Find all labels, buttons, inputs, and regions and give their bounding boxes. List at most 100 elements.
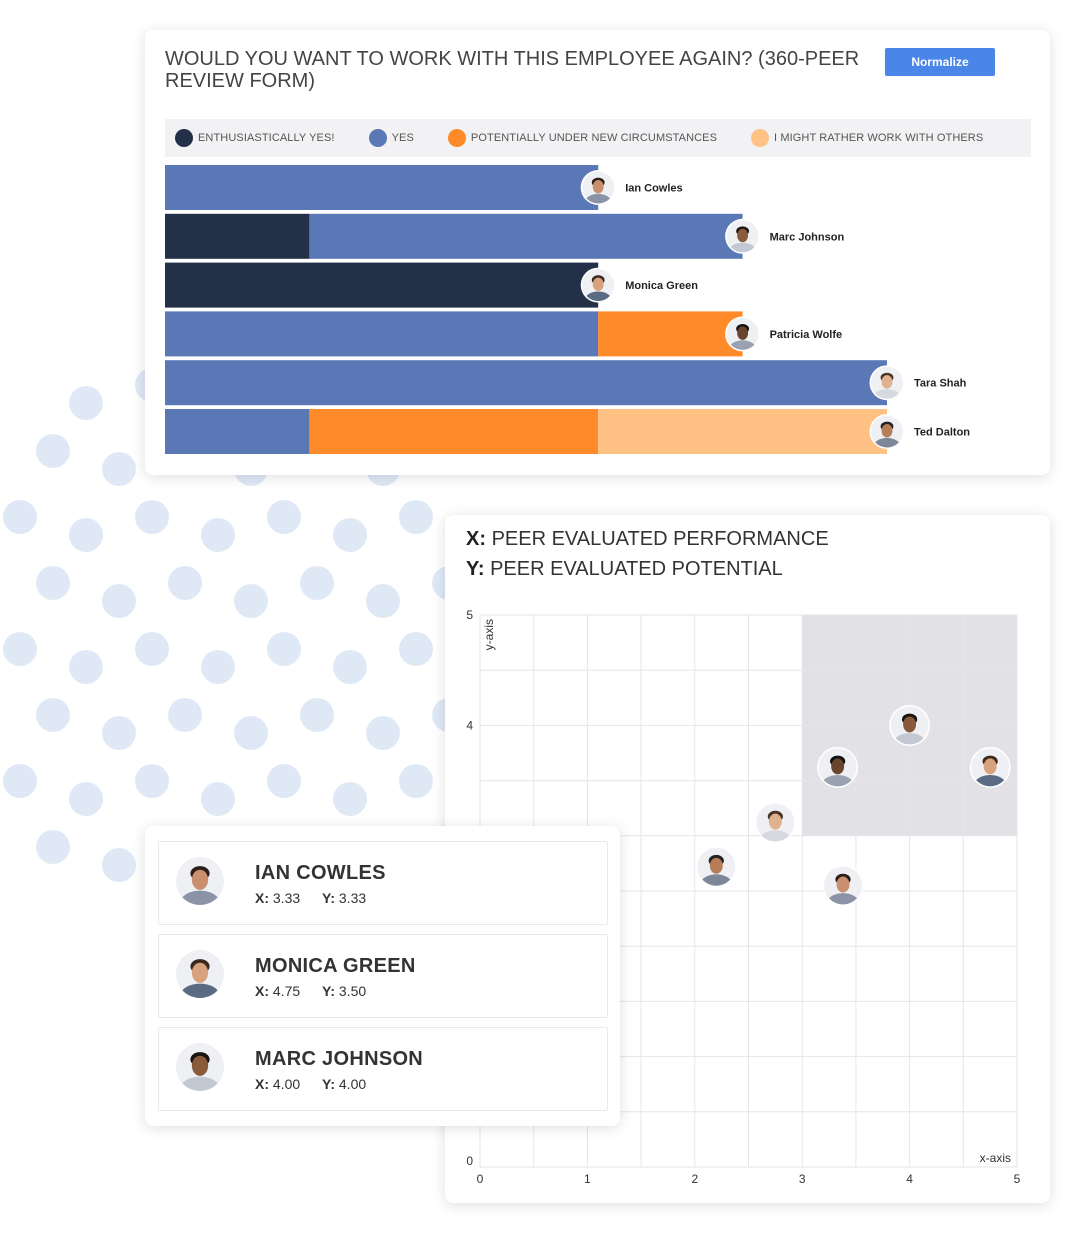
legend-item-rather-work-with-others[interactable]: I MIGHT RATHER WORK WITH OTHERS bbox=[751, 129, 983, 147]
legend-swatch bbox=[751, 129, 770, 147]
person-name: MONICA GREEN bbox=[255, 955, 416, 977]
bar-category-label: Monica Green bbox=[625, 280, 698, 292]
decorative-dot bbox=[168, 698, 202, 732]
legend-item-yes[interactable]: YES bbox=[368, 129, 414, 147]
avatar bbox=[175, 856, 225, 906]
decorative-dot bbox=[399, 500, 433, 534]
x-tick-label: 2 bbox=[691, 1172, 698, 1186]
decorative-dot bbox=[36, 434, 70, 468]
legend-item-enthusiastically-yes[interactable]: ENTHUSIASTICALLY YES! bbox=[175, 129, 335, 147]
legend-item-potentially[interactable]: POTENTIALLY UNDER NEW CIRCUMSTANCES bbox=[447, 129, 718, 147]
decorative-dot bbox=[69, 386, 103, 420]
bar-segment[interactable] bbox=[309, 409, 599, 454]
bar-segment[interactable] bbox=[165, 262, 599, 308]
bar-category-label: Ian Cowles bbox=[625, 183, 682, 195]
decorative-dot bbox=[333, 782, 367, 816]
bar-avatar-icon bbox=[580, 267, 616, 303]
x-tick-label: 1 bbox=[584, 1172, 591, 1186]
bar-avatar-icon bbox=[725, 316, 761, 352]
peer-review-bar-chart-card: Ian Cowles Marc Johnson Monica Green Patric… bbox=[145, 30, 1050, 475]
decorative-dot bbox=[267, 500, 301, 534]
scatter-point-avatar-icon bbox=[822, 864, 864, 906]
scatter-point-avatar-icon bbox=[695, 846, 737, 888]
person-avatar-icon bbox=[175, 949, 225, 999]
bar-category-label: Patricia Wolfe bbox=[770, 329, 843, 341]
x-tick-label: 4 bbox=[906, 1172, 913, 1186]
decorative-dot bbox=[300, 566, 334, 600]
avatar bbox=[175, 949, 225, 999]
decorative-dot bbox=[135, 764, 169, 798]
decorative-dot bbox=[267, 764, 301, 798]
bar-segment[interactable] bbox=[165, 165, 599, 210]
x-value: 3.33 bbox=[272, 890, 301, 906]
person-card-monica-green[interactable]: MONICA GREEN X: 4.75 Y: 3.50 bbox=[158, 934, 608, 1018]
person-name: MARC JOHNSON bbox=[255, 1048, 424, 1070]
x-label: X: bbox=[255, 1076, 269, 1092]
decorative-dot bbox=[234, 716, 268, 750]
person-coords: X: 3.33 Y: 3.33 bbox=[255, 890, 366, 906]
y-value: 3.50 bbox=[338, 983, 367, 999]
decorative-dot bbox=[36, 830, 70, 864]
person-card-marc-johnson[interactable]: MARC JOHNSON X: 4.00 Y: 4.00 bbox=[158, 1027, 608, 1111]
person-coords: X: 4.00 Y: 4.00 bbox=[255, 1076, 366, 1092]
decorative-dot bbox=[3, 500, 37, 534]
decorative-dot bbox=[69, 782, 103, 816]
bar-segment[interactable] bbox=[598, 409, 887, 454]
legend-label: ENTHUSIASTICALLY YES! bbox=[198, 132, 335, 144]
decorative-dot bbox=[234, 584, 268, 618]
decorative-dot bbox=[135, 632, 169, 666]
y-tick-label: 0 bbox=[466, 1154, 473, 1168]
x-axis-heading: X: PEER EVALUATED PERFORMANCE bbox=[466, 528, 829, 551]
y-axis-heading: Y: PEER EVALUATED POTENTIAL bbox=[466, 558, 783, 581]
legend-label: I MIGHT RATHER WORK WITH OTHERS bbox=[774, 132, 984, 144]
person-avatar-icon bbox=[175, 1042, 225, 1092]
bar-avatar-icon bbox=[725, 218, 761, 254]
chart-legend: ENTHUSIASTICALLY YES! YES POTENTIALLY UN… bbox=[165, 119, 1031, 157]
bar-avatar-icon bbox=[869, 414, 905, 449]
x-label: X: bbox=[255, 890, 269, 906]
bar-segment[interactable] bbox=[598, 311, 743, 357]
legend-swatch bbox=[368, 129, 387, 147]
person-card-ian-cowles[interactable]: IAN COWLES X: 3.33 Y: 3.33 bbox=[158, 841, 608, 925]
stacked-bar-chart: Ian Cowles Marc Johnson Monica Green Patric… bbox=[165, 165, 970, 454]
legend-label: YES bbox=[391, 132, 414, 144]
y-value: 3.33 bbox=[338, 890, 367, 906]
person-name: IAN COWLES bbox=[255, 862, 386, 884]
person-avatar-icon bbox=[175, 856, 225, 906]
scatter-point-avatar-icon bbox=[754, 802, 796, 844]
bar-category-label: Marc Johnson bbox=[770, 231, 845, 243]
bar-segment[interactable] bbox=[165, 360, 887, 406]
bar-segment[interactable] bbox=[309, 213, 743, 259]
x-prefix: X: bbox=[466, 528, 486, 550]
decorative-dot bbox=[333, 650, 367, 684]
avatar bbox=[175, 1042, 225, 1092]
x-label: X: bbox=[255, 983, 269, 999]
y-axis-label: y-axis bbox=[482, 619, 496, 650]
decorative-dot bbox=[399, 764, 433, 798]
normalize-button[interactable]: Normalize bbox=[885, 48, 995, 76]
x-tick-label: 0 bbox=[477, 1172, 484, 1186]
decorative-dot bbox=[102, 848, 136, 882]
legend-swatch bbox=[175, 129, 193, 147]
bar-avatar-icon bbox=[580, 170, 616, 205]
y-label: Y: bbox=[322, 1076, 335, 1092]
bar-segment[interactable] bbox=[165, 409, 310, 454]
legend-swatch bbox=[447, 129, 466, 147]
decorative-dot bbox=[102, 716, 136, 750]
decorative-dot bbox=[201, 650, 235, 684]
scatter-point-avatar-icon bbox=[889, 704, 931, 746]
decorative-dot bbox=[333, 518, 367, 552]
decorative-dot bbox=[201, 518, 235, 552]
bar-segment[interactable] bbox=[165, 311, 599, 357]
scatter-point-avatar-icon bbox=[817, 746, 859, 788]
bar-category-label: Tara Shah bbox=[914, 378, 967, 390]
decorative-dot bbox=[36, 698, 70, 732]
decorative-dot bbox=[300, 698, 334, 732]
decorative-dot bbox=[399, 632, 433, 666]
bar-segment[interactable] bbox=[165, 213, 310, 259]
legend-label: POTENTIALLY UNDER NEW CIRCUMSTANCES bbox=[470, 132, 718, 144]
people-list-card: IAN COWLES X: 3.33 Y: 3.33 MONICA GREEN … bbox=[145, 826, 620, 1126]
decorative-dot bbox=[102, 584, 136, 618]
decorative-dot bbox=[168, 566, 202, 600]
